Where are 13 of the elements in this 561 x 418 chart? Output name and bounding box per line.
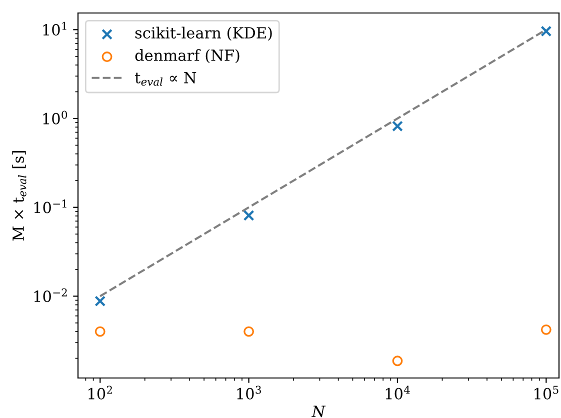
y-tick-label: 10$^{0}$ [43, 110, 68, 124]
y-axis-title: M × t$_{eval}$ [s] [12, 151, 26, 241]
legend-label: denmarf (NF) [135, 49, 240, 64]
legend-label: t$_{eval}$ ∝ N [134, 72, 196, 86]
y-tick-label: 10$^{−1}$ [34, 200, 66, 214]
x-tick-label: 10$^{3}$ [237, 386, 261, 400]
x-tick-label: 10$^{2}$ [88, 386, 112, 400]
x-tick-label: 10$^{5}$ [534, 386, 558, 400]
x-tick-label: 10$^{4}$ [386, 386, 410, 400]
legend-label: scikit-learn (KDE) [135, 26, 272, 41]
x-axis-title: N [312, 406, 326, 418]
y-tick-label: 10$^{1}$ [43, 22, 66, 36]
y-tick-label: 10$^{−2}$ [34, 288, 67, 302]
